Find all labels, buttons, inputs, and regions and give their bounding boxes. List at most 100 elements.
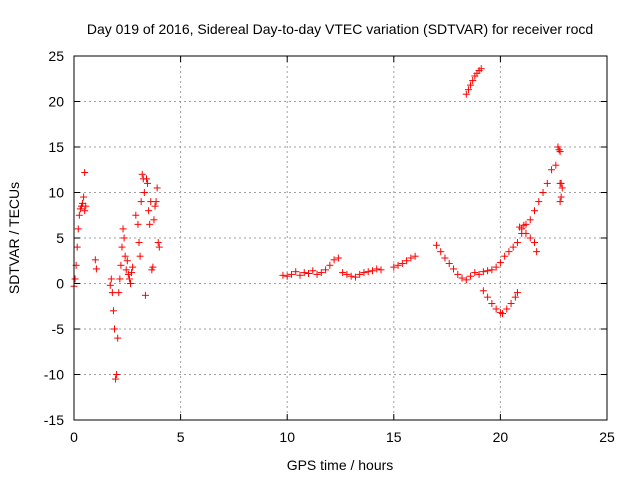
data-point bbox=[484, 267, 492, 275]
x-axis-label: GPS time / hours bbox=[287, 457, 394, 473]
data-point bbox=[112, 375, 120, 383]
data-point bbox=[155, 243, 163, 251]
data-point bbox=[492, 263, 500, 271]
data-points bbox=[70, 65, 566, 383]
data-point bbox=[313, 270, 321, 278]
data-point bbox=[129, 263, 137, 271]
y-tick-label: 25 bbox=[48, 48, 64, 64]
data-point bbox=[107, 275, 115, 283]
data-point bbox=[119, 225, 127, 233]
data-point bbox=[81, 207, 89, 215]
data-point bbox=[462, 90, 470, 98]
data-point bbox=[445, 259, 453, 267]
data-point bbox=[82, 202, 90, 210]
data-point bbox=[92, 265, 100, 273]
data-point bbox=[134, 220, 142, 228]
data-point bbox=[114, 334, 122, 342]
plot-frame bbox=[73, 55, 608, 421]
data-point bbox=[555, 146, 563, 154]
y-tick-label: -5 bbox=[52, 321, 65, 337]
data-point bbox=[125, 275, 133, 283]
data-point bbox=[368, 267, 376, 275]
y-tick-label: 20 bbox=[48, 94, 64, 110]
data-point bbox=[80, 193, 88, 201]
data-point bbox=[138, 170, 146, 178]
data-point bbox=[462, 276, 470, 284]
data-point bbox=[509, 243, 517, 251]
data-point bbox=[317, 269, 325, 277]
data-point bbox=[126, 280, 134, 287]
data-point bbox=[296, 271, 304, 279]
data-point bbox=[556, 198, 564, 206]
data-point bbox=[283, 272, 291, 280]
y-tick-label: -10 bbox=[44, 367, 64, 383]
data-point bbox=[124, 270, 132, 278]
data-point bbox=[411, 252, 419, 260]
data-point bbox=[339, 269, 347, 277]
data-point bbox=[488, 300, 496, 308]
data-point bbox=[150, 216, 158, 224]
data-point bbox=[142, 175, 150, 183]
data-point bbox=[467, 81, 475, 89]
data-point bbox=[520, 221, 528, 229]
data-point bbox=[118, 243, 126, 251]
data-point bbox=[518, 225, 526, 233]
data-point bbox=[557, 193, 565, 201]
data-point bbox=[81, 168, 89, 176]
y-tick-label: 10 bbox=[48, 185, 64, 201]
data-point bbox=[469, 77, 477, 85]
data-point bbox=[432, 241, 440, 249]
data-point bbox=[309, 267, 317, 275]
grid-lines bbox=[74, 56, 607, 420]
data-point bbox=[287, 270, 295, 278]
data-point bbox=[326, 261, 334, 269]
data-point bbox=[441, 254, 449, 262]
data-point bbox=[513, 239, 521, 247]
data-point bbox=[151, 202, 159, 210]
data-point bbox=[507, 300, 515, 308]
data-point bbox=[356, 270, 364, 278]
data-point bbox=[513, 289, 521, 297]
data-point bbox=[122, 266, 130, 274]
data-point bbox=[108, 289, 116, 297]
x-tick-label: 15 bbox=[386, 429, 402, 445]
data-point bbox=[140, 189, 148, 196]
data-point bbox=[137, 198, 145, 206]
data-point bbox=[522, 229, 530, 237]
data-point bbox=[552, 161, 560, 169]
x-tick-label: 25 bbox=[599, 429, 615, 445]
data-point bbox=[116, 275, 124, 283]
data-point bbox=[471, 269, 479, 277]
chart-title: Day 019 of 2016, Sidereal Day-to-day VTE… bbox=[87, 21, 593, 37]
data-point bbox=[128, 269, 136, 277]
x-tick-label: 5 bbox=[177, 429, 185, 445]
x-tick-label: 10 bbox=[279, 429, 295, 445]
data-point bbox=[123, 257, 131, 265]
data-point bbox=[149, 263, 157, 271]
data-point bbox=[492, 305, 500, 313]
data-point bbox=[74, 225, 82, 233]
data-point bbox=[390, 263, 398, 271]
data-point bbox=[71, 275, 79, 283]
data-point bbox=[503, 305, 511, 313]
data-point bbox=[558, 184, 566, 192]
data-point bbox=[153, 184, 161, 192]
data-point bbox=[505, 248, 513, 256]
data-point bbox=[488, 266, 496, 274]
data-point bbox=[511, 293, 519, 301]
data-point bbox=[449, 265, 457, 273]
data-point bbox=[477, 65, 485, 73]
data-point bbox=[467, 272, 475, 280]
data-point bbox=[499, 310, 507, 318]
y-tick-label: 0 bbox=[56, 276, 64, 292]
data-point bbox=[347, 272, 355, 280]
data-point bbox=[113, 371, 121, 378]
data-point bbox=[146, 220, 154, 228]
data-point bbox=[501, 252, 509, 260]
data-point bbox=[121, 252, 129, 260]
data-point bbox=[398, 259, 406, 267]
data-point bbox=[407, 254, 415, 262]
data-point bbox=[144, 179, 152, 187]
x-tick-label: 20 bbox=[493, 429, 509, 445]
data-point bbox=[109, 307, 117, 315]
